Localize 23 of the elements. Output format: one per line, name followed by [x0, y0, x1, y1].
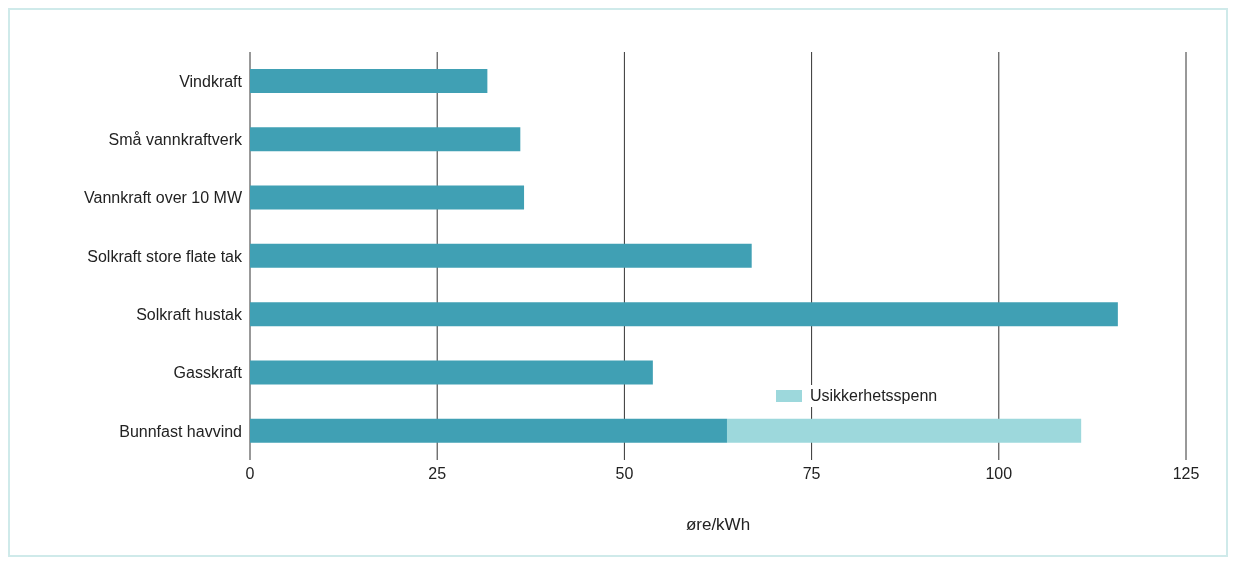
y-tick-label: Bunnfast havvind: [119, 422, 242, 440]
x-tick-label: 25: [428, 465, 447, 483]
x-axis-title: øre/kWh: [684, 515, 752, 535]
x-tick-label: 125: [1172, 465, 1200, 483]
x-tick-label: 50: [615, 465, 634, 483]
bar: [250, 69, 488, 93]
bar: [250, 243, 752, 268]
bar: [726, 418, 1082, 443]
y-tick-label: Solkraft store flate tak: [87, 247, 243, 265]
bar: [250, 418, 727, 443]
y-tick-label: Vindkraft: [179, 72, 243, 90]
y-tick-label: Solkraft hustak: [136, 305, 243, 323]
legend-label: Usikkerhetsspenn: [810, 387, 938, 405]
bar: [250, 360, 653, 385]
y-tick-label: Gasskraft: [173, 364, 243, 382]
bar: [250, 185, 525, 210]
bar: [250, 302, 1118, 327]
x-tick-label: 75: [802, 465, 821, 483]
y-tick-label: Vannkraft over 10 MW: [84, 189, 243, 207]
bar: [250, 127, 521, 152]
x-tick-label: 100: [985, 465, 1013, 483]
y-tick-label: Små vannkraftverk: [108, 131, 243, 149]
x-tick-label: 0: [245, 465, 255, 483]
